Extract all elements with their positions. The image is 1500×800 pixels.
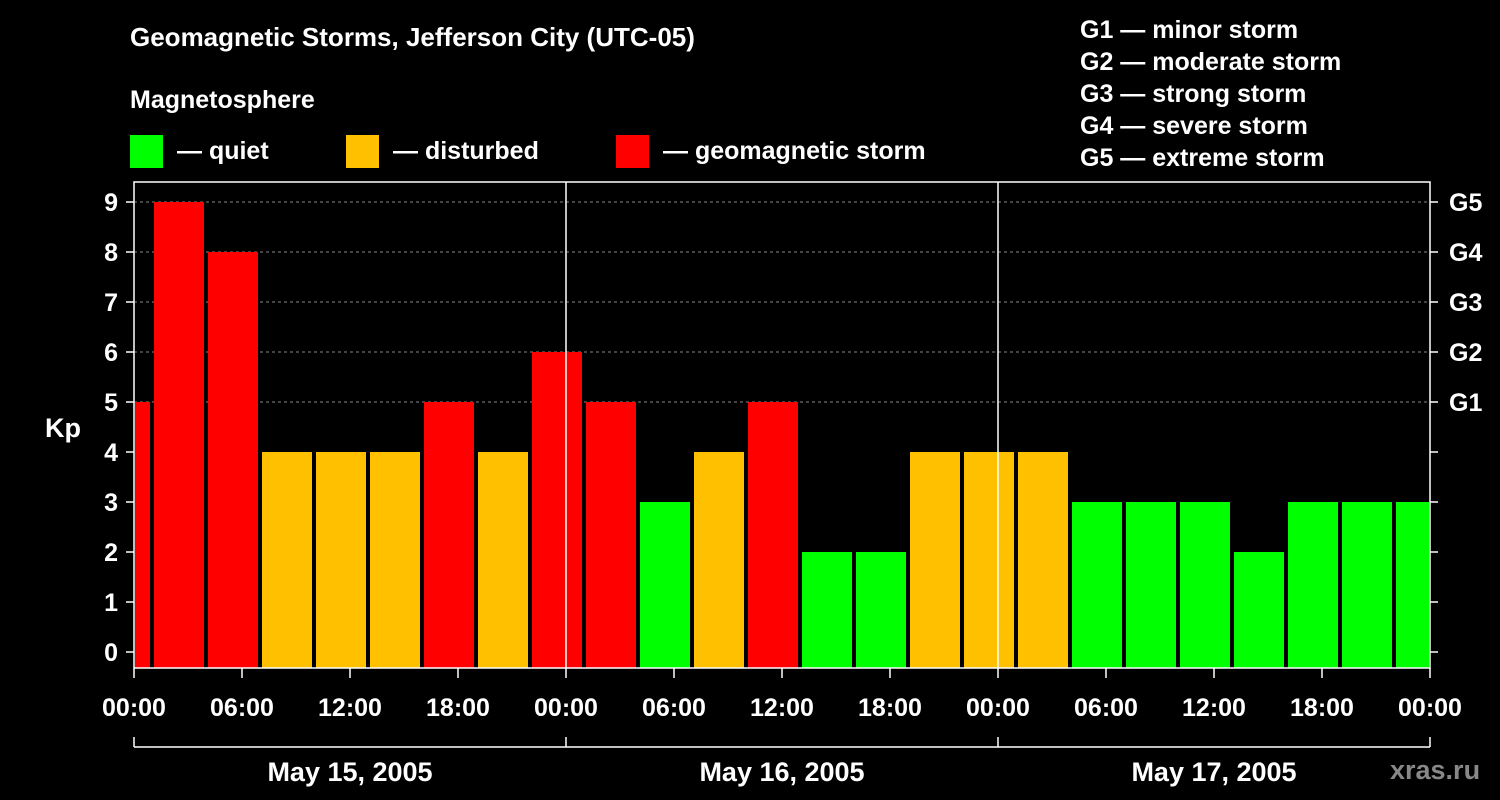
frame-layer	[126, 181, 1438, 748]
watermark: xras.ru	[1390, 755, 1481, 785]
quiet-swatch	[130, 134, 163, 168]
kp-bar-2	[208, 252, 258, 668]
x-tick-label-5: 06:00	[642, 694, 706, 722]
x-tick-label-0: 00:00	[102, 694, 166, 722]
y-tick-label-9: 9	[104, 189, 118, 217]
y-tick-label-5: 5	[104, 389, 118, 417]
disturbed-swatch	[346, 134, 379, 168]
storm-swatch	[616, 134, 649, 168]
chart-title: Geomagnetic Storms, Jefferson City (UTC-…	[130, 22, 695, 52]
date-label-0: May 15, 2005	[267, 757, 432, 787]
g-scale-g5: G5 — extreme storm	[1080, 144, 1325, 172]
x-tick-label-9: 06:00	[1074, 694, 1138, 722]
kp-bar-4	[316, 452, 366, 668]
x-tick-label-4: 00:00	[534, 694, 598, 722]
x-tick-label-11: 18:00	[1290, 694, 1354, 722]
y-tick-label-1: 1	[104, 589, 118, 617]
y-tick-label-6: 6	[104, 339, 118, 367]
kp-bar-22	[1288, 502, 1338, 668]
x-tick-label-8: 00:00	[966, 694, 1030, 722]
kp-bar-20	[1180, 502, 1230, 668]
y-axis-label: Kp	[45, 413, 81, 443]
kp-bar-0	[135, 402, 150, 668]
right-tick-label-g4: G4	[1449, 239, 1482, 267]
x-tick-label-3: 18:00	[426, 694, 490, 722]
y-tick-label-2: 2	[104, 539, 118, 567]
g-scale-g2: G2 — moderate storm	[1080, 48, 1342, 76]
y-tick-label-4: 4	[104, 439, 118, 467]
kp-bar-19	[1126, 502, 1176, 668]
date-label-2: May 17, 2005	[1131, 757, 1296, 787]
kp-bar-10	[640, 502, 690, 668]
magnetosphere-title: Magnetosphere	[130, 86, 315, 114]
x-tick-label-10: 12:00	[1182, 694, 1246, 722]
legend-storm: — geomagnetic storm	[616, 134, 926, 168]
date-label-1: May 16, 2005	[699, 757, 864, 787]
right-tick-label-g1: G1	[1449, 389, 1482, 417]
kp-bar-13	[802, 552, 852, 668]
kp-bar-15	[910, 452, 960, 668]
y-tick-label-0: 0	[104, 639, 118, 667]
kp-bar-17	[1018, 452, 1068, 668]
g-scale-g1: G1 — minor storm	[1080, 16, 1299, 44]
g-scale-g4: G4 — severe storm	[1080, 112, 1308, 140]
y-tick-label-7: 7	[104, 289, 118, 317]
kp-bar-6	[424, 402, 474, 668]
kp-bar-24	[1396, 502, 1429, 668]
kp-bar-14	[856, 552, 906, 668]
kp-bar-5	[370, 452, 420, 668]
right-tick-label-g3: G3	[1449, 289, 1482, 317]
g-scale-g3: G3 — strong storm	[1080, 80, 1307, 108]
legend-quiet: — quiet	[130, 134, 269, 168]
labels-layer: 0 1 2 3 4 5 6 7 8 9 G1 G2 G3 G4 G5 00:00 06:00 12:00 18:00…	[102, 189, 1482, 787]
grid-layer	[134, 201, 1430, 403]
kp-bar-9	[586, 402, 636, 668]
bars-layer	[135, 202, 1429, 668]
x-tick-label-12: 00:00	[1398, 694, 1462, 722]
legend-disturbed: — disturbed	[346, 134, 539, 168]
right-tick-label-g2: G2	[1449, 339, 1482, 367]
kp-bar-7	[478, 452, 528, 668]
kp-bar-23	[1342, 502, 1392, 668]
legend-label-quiet: — quiet	[177, 136, 269, 165]
x-tick-label-2: 12:00	[318, 694, 382, 722]
right-tick-label-g5: G5	[1449, 189, 1482, 217]
kp-bar-16	[964, 452, 1014, 668]
kp-bar-3	[262, 452, 312, 668]
x-tick-label-1: 06:00	[210, 694, 274, 722]
kp-bar-11	[694, 452, 744, 668]
kp-bar-8	[532, 352, 582, 668]
kp-bar-1	[154, 202, 204, 668]
g-scale-legend: G1 — minor storm G2 — moderate storm G3 …	[1080, 14, 1341, 174]
y-tick-label-3: 3	[104, 489, 118, 517]
legend-label-storm: — geomagnetic storm	[663, 136, 926, 165]
kp-bar-18	[1072, 502, 1122, 668]
kp-bar-21	[1234, 552, 1284, 668]
x-tick-label-6: 12:00	[750, 694, 814, 722]
kp-bar-12	[748, 402, 798, 668]
legend-label-disturbed: — disturbed	[393, 136, 539, 165]
y-tick-label-8: 8	[104, 239, 118, 267]
x-tick-label-7: 18:00	[858, 694, 922, 722]
